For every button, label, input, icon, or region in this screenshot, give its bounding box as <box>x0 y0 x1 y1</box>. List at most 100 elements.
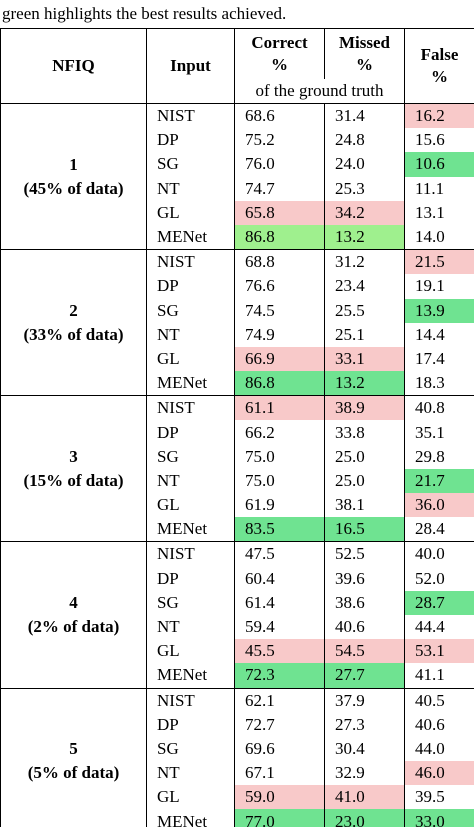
table-row: 3 (15% of data) NIST 61.1 38.9 40.8 <box>0 395 474 543</box>
value-cell: 40.6 <box>324 614 405 640</box>
value-cell: 38.6 <box>324 590 405 615</box>
value-cell: 16.2 <box>404 103 474 129</box>
table-row: NT 67.1 32.9 46.0 <box>1 761 474 786</box>
group-cell: 5 (5% of data) <box>0 688 147 827</box>
input-cell: DP <box>146 712 235 737</box>
value-cell: 67.1 <box>234 761 325 786</box>
value-cell: 17.4 <box>404 346 474 372</box>
value-cell: 53.1 <box>404 639 474 664</box>
header-text: Correct <box>251 33 308 52</box>
table-row: GL 59.0 41.0 39.5 <box>1 785 474 810</box>
group-share: (33% of data) <box>23 324 124 344</box>
value-cell: 21.5 <box>404 249 474 275</box>
table-row: DP 76.6 23.4 19.1 <box>1 274 474 299</box>
header-text: Missed <box>339 33 390 52</box>
value-cell: 24.8 <box>324 128 405 153</box>
table-row: DP 66.2 33.8 35.1 <box>1 420 474 445</box>
value-cell: 33.8 <box>324 420 405 445</box>
input-cell: NT <box>146 761 235 786</box>
input-cell: DP <box>146 128 235 153</box>
value-cell: 25.1 <box>324 322 405 347</box>
input-cell: GL <box>146 785 235 810</box>
table-row: MENet 86.8 13.2 18.3 <box>1 371 474 397</box>
header-cell: Correct% <box>234 28 325 79</box>
table-row: GL 65.8 34.2 13.1 <box>1 200 474 225</box>
input-cell: NT <box>146 468 235 493</box>
input-cell: SG <box>146 736 235 762</box>
group-cell: 4 (2% of data) <box>0 541 147 689</box>
value-cell: 65.8 <box>234 200 325 225</box>
header-text: % <box>431 67 448 86</box>
table-row: SG 76.0 24.0 10.6 <box>1 152 474 177</box>
table-row: NT 74.7 25.3 11.1 <box>1 176 474 201</box>
table-body: 1 (45% of data) NIST 68.6 31.4 16.2 DP 75.2 24.8… <box>0 103 474 827</box>
value-cell: 66.9 <box>234 346 325 372</box>
value-cell: 44.4 <box>404 614 474 640</box>
input-cell: SG <box>146 590 235 615</box>
value-cell: 29.8 <box>404 444 474 469</box>
input-cell: SG <box>146 444 235 469</box>
value-cell: 74.5 <box>234 298 325 323</box>
value-cell: 69.6 <box>234 736 325 762</box>
value-cell: 66.2 <box>234 420 325 445</box>
input-cell: NT <box>146 322 235 347</box>
value-cell: 19.1 <box>404 274 474 299</box>
value-cell: 25.0 <box>324 468 405 493</box>
value-cell: 44.0 <box>404 736 474 762</box>
value-cell: 75.0 <box>234 468 325 493</box>
input-cell: NT <box>146 176 235 201</box>
value-cell: 86.8 <box>234 371 325 397</box>
value-cell: 76.0 <box>234 152 325 177</box>
table-row: SG 75.0 25.0 29.8 <box>1 444 474 469</box>
header-text: % <box>271 55 288 74</box>
input-cell: GL <box>146 346 235 372</box>
table-row: NT 75.0 25.0 21.7 <box>1 468 474 493</box>
value-cell: 39.6 <box>324 566 405 591</box>
table-row: SG 74.5 25.5 13.9 <box>1 298 474 323</box>
value-cell: 16.5 <box>324 517 405 543</box>
value-cell: 13.2 <box>324 224 405 251</box>
table-row: 2 (33% of data) NIST 68.8 31.2 21.5 <box>0 249 474 397</box>
value-cell: 31.2 <box>324 249 405 275</box>
input-cell: GL <box>146 200 235 225</box>
group-label: 5 <box>69 739 78 759</box>
group-label: 3 <box>69 446 78 466</box>
value-cell: 31.4 <box>324 103 405 129</box>
value-cell: 14.0 <box>404 224 474 251</box>
input-cell: MENet <box>146 224 235 251</box>
table-row: GL 61.9 38.1 36.0 <box>1 493 474 518</box>
header-cell: NFIQ <box>0 28 147 104</box>
table-row: 1 (45% of data) NIST 68.6 31.4 16.2 <box>0 103 474 251</box>
header-text: False <box>420 45 459 64</box>
input-cell: GL <box>146 493 235 518</box>
value-cell: 61.4 <box>234 590 325 615</box>
input-cell: MENet <box>146 809 235 827</box>
value-cell: 25.5 <box>324 298 405 323</box>
value-cell: 76.6 <box>234 274 325 299</box>
value-cell: 40.6 <box>404 712 474 737</box>
value-cell: 52.0 <box>404 566 474 591</box>
value-cell: 59.0 <box>234 785 325 810</box>
table-row: MENet 86.8 13.2 14.0 <box>1 224 474 251</box>
value-cell: 38.1 <box>324 493 405 518</box>
value-cell: 47.5 <box>234 541 325 567</box>
input-cell: NIST <box>146 395 235 421</box>
value-cell: 33.0 <box>404 809 474 827</box>
header-cell: Missed% <box>324 28 405 79</box>
value-cell: 60.4 <box>234 566 325 591</box>
value-cell: 40.0 <box>404 541 474 567</box>
value-cell: 39.5 <box>404 785 474 810</box>
table-row: MENet 77.0 23.0 33.0 <box>1 809 474 827</box>
group-share: (2% of data) <box>27 616 120 636</box>
value-cell: 86.8 <box>234 224 325 251</box>
value-cell: 34.2 <box>324 200 405 225</box>
value-cell: 23.0 <box>324 809 405 827</box>
value-cell: 59.4 <box>234 614 325 640</box>
header-cell: Input <box>146 28 235 104</box>
value-cell: 25.3 <box>324 176 405 201</box>
value-cell: 21.7 <box>404 468 474 493</box>
value-cell: 68.6 <box>234 103 325 129</box>
value-cell: 35.1 <box>404 420 474 445</box>
value-cell: 13.1 <box>404 200 474 225</box>
table-row: DP 60.4 39.6 52.0 <box>1 566 474 591</box>
